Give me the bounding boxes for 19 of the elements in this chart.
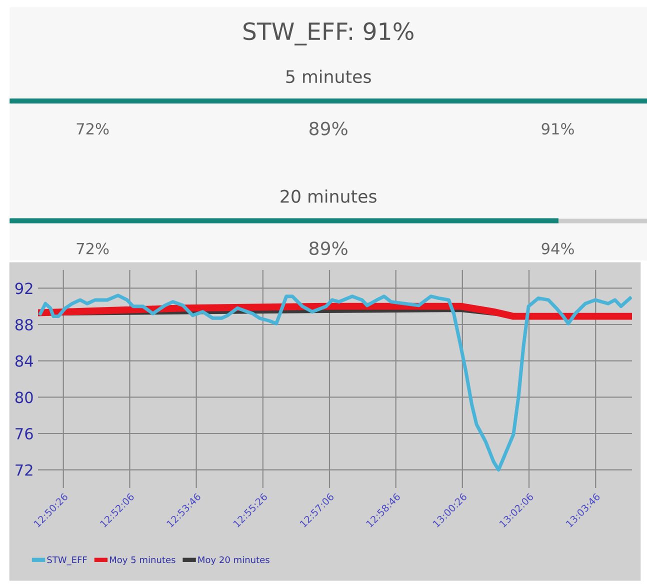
- y-tick-label: 80: [15, 392, 33, 404]
- text: 72%: [76, 242, 109, 254]
- text: STW_EFF: 91%: [244, 22, 414, 46]
- line-series: [38, 294, 632, 472]
- legend-label: Moy 5 minutes: [110, 556, 176, 565]
- text: 72%: [76, 123, 109, 135]
- text: 89%: [310, 241, 348, 256]
- text: 89%: [310, 122, 348, 136]
- text: 94%: [542, 242, 574, 254]
- text: 5 minutes: [286, 70, 371, 84]
- y-tick-label: 76: [16, 428, 33, 440]
- text: 20 minutes: [280, 189, 376, 203]
- y-tick-label: 92: [15, 282, 32, 294]
- legend-label: Moy 20 minutes: [198, 556, 270, 565]
- y-tick-label: 72: [16, 464, 32, 476]
- legend-label: STW_EFF: [47, 556, 87, 566]
- y-tick-label: 88: [15, 318, 33, 331]
- y-tick-label: 84: [15, 355, 33, 367]
- text: 91%: [542, 123, 574, 135]
